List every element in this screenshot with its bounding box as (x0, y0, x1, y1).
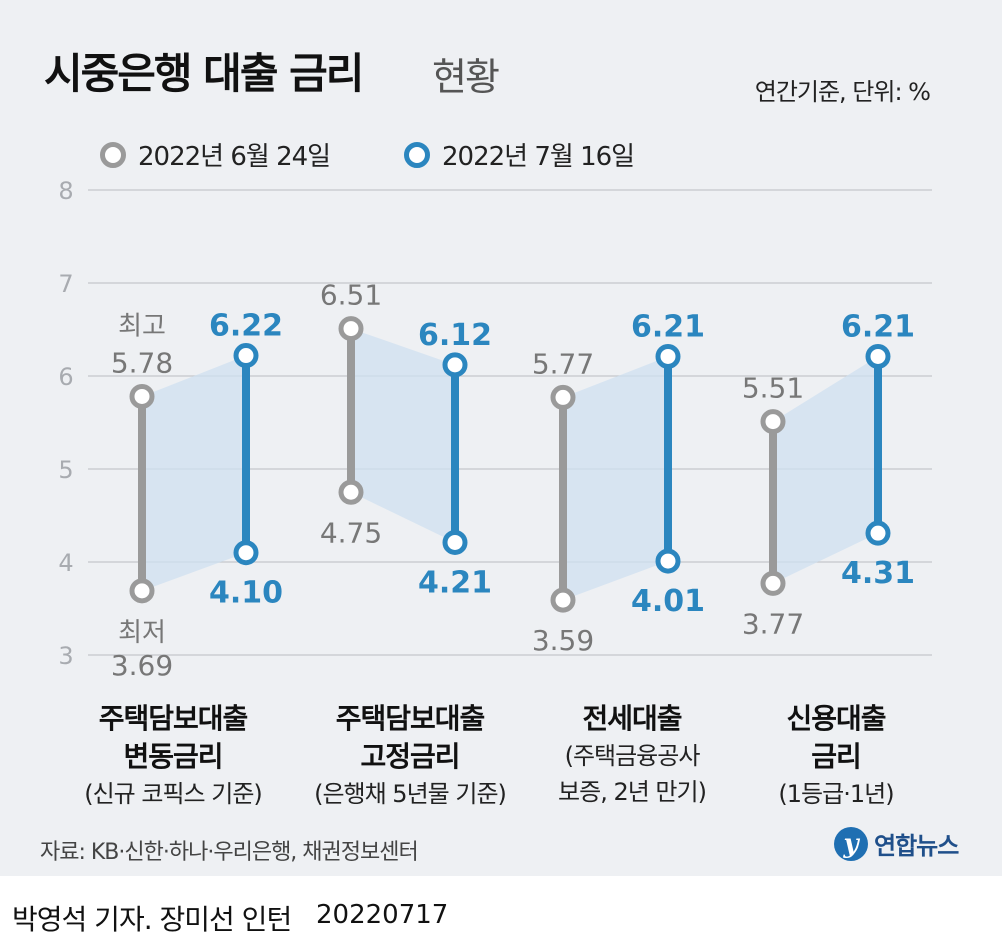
point-low-new (655, 548, 681, 574)
range-chart: 3 4 5 6 7 8 5.78 3.69 6.22 4.10 6.51 4.75 6.12 4.21 5.… (58, 177, 932, 682)
point-low-new (865, 520, 891, 546)
data-label-high-old: 5.77 (532, 347, 594, 380)
data-label-low-new: 4.31 (841, 556, 915, 591)
range-band (142, 355, 246, 591)
point-high-old (760, 409, 786, 435)
annotation-low: 최저 (118, 618, 166, 648)
legend-item-july: 2022년 7월 16일 (404, 136, 635, 173)
point-high-new (865, 343, 891, 369)
logo-text: 연합뉴스 (874, 832, 959, 860)
category-label-credit: 신용대출 금리 (1등급·1년) (716, 700, 956, 812)
byline: 박영석 기자. 장미선 인턴 (12, 903, 292, 936)
y-tick-label: 7 (58, 270, 73, 298)
point-low-new (233, 540, 259, 566)
data-label-high-old: 5.78 (111, 346, 173, 379)
legend-marker-old (100, 141, 126, 168)
point-high-new (442, 352, 468, 378)
category-line4: 보증, 2년 만기) (558, 778, 707, 806)
data-label-high-new: 6.12 (418, 318, 492, 353)
annotation-high: 최고 (118, 311, 166, 341)
legend-label-june: 2022년 6월 24일 (138, 142, 331, 172)
legend-marker-new (404, 141, 430, 168)
legend-item-june: 2022년 6월 24일 (100, 136, 331, 173)
category-label-mortgage-variable: 주택담보대출 변동금리 (신규 코픽스 기준) (53, 700, 293, 812)
data-label-low-new: 4.21 (418, 565, 492, 600)
range-band (773, 356, 878, 584)
category-line2: 변동금리 (123, 740, 223, 773)
data-label-high-new: 6.21 (841, 309, 915, 344)
source-note: 자료: KB·신한·하나·우리은행, 채권정보센터 (40, 840, 419, 865)
category-line1: 주택담보대출 (335, 702, 486, 735)
category-line3: (주택금융공사 (564, 742, 701, 770)
point-low-old (338, 479, 364, 505)
category-line1: 전세대출 (582, 702, 682, 735)
category-line3: (신규 코픽스 기준) (84, 780, 263, 808)
category-line1: 주택담보대출 (98, 702, 249, 735)
point-low-new (442, 529, 468, 555)
category-label-mortgage-fixed: 주택담보대출 고정금리 (은행채 5년물 기준) (290, 700, 530, 812)
point-high-old (550, 384, 576, 410)
category-line1: 신용대출 (786, 702, 886, 735)
point-high-new (655, 343, 681, 369)
y-tick-label: 5 (58, 456, 73, 484)
data-label-low-old: 3.77 (742, 607, 804, 640)
data-label-high-old: 5.51 (742, 372, 804, 405)
unit-note: 연간기준, 단위: % (754, 78, 931, 106)
point-low-old (129, 578, 155, 604)
y-tick-label: 8 (58, 177, 73, 205)
logo-icon: y (834, 826, 868, 861)
data-label-low-new: 4.10 (209, 576, 283, 611)
data-label-low-old: 3.59 (532, 624, 594, 657)
page-subtitle: 현황 (432, 55, 500, 99)
data-label-low-old: 3.69 (111, 649, 173, 682)
data-label-high-old: 6.51 (320, 279, 382, 312)
legend-label-july: 2022년 7월 16일 (442, 142, 635, 172)
category-line3: (은행채 5년물 기준) (314, 780, 507, 808)
y-tick-label: 6 (58, 363, 73, 391)
y-tick-label: 3 (58, 642, 73, 670)
category-line3: (1등급·1년) (778, 780, 894, 808)
y-tick-label: 4 (58, 549, 73, 577)
point-high-old (129, 383, 155, 409)
data-label-low-new: 4.01 (631, 584, 705, 619)
point-low-old (550, 587, 576, 613)
page-title: 시중은행 대출 금리 (44, 49, 364, 98)
byline-date: 20220717 (316, 900, 449, 930)
data-label-high-new: 6.21 (631, 309, 705, 344)
point-high-old (338, 316, 364, 342)
range-band (563, 356, 668, 601)
yonhap-logo: y 연합뉴스 (834, 826, 959, 861)
data-label-high-new: 6.22 (209, 309, 283, 344)
data-label-low-old: 4.75 (320, 516, 382, 549)
point-high-new (233, 343, 259, 369)
category-line2: 금리 (811, 740, 862, 773)
category-label-jeonse: 전세대출 (주택금융공사 보증, 2년 만기) (512, 700, 752, 810)
category-line2: 고정금리 (360, 740, 460, 773)
point-low-old (760, 570, 786, 596)
range-band (351, 328, 455, 543)
